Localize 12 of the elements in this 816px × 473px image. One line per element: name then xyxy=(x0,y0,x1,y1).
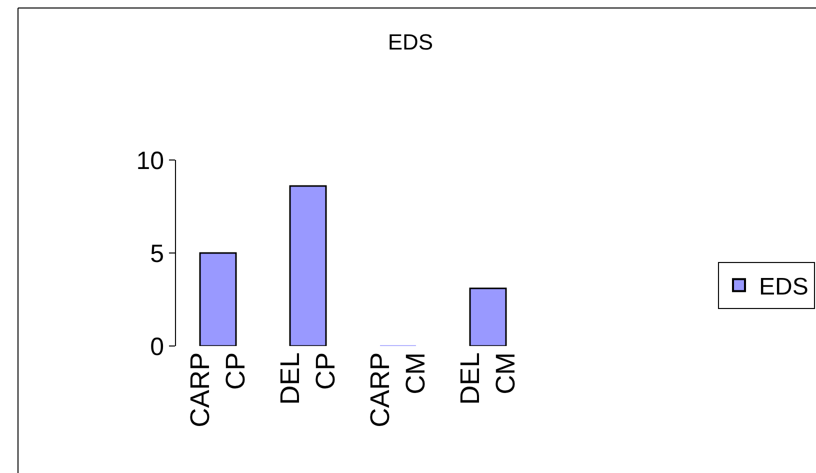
bar xyxy=(469,288,507,346)
y-tick-label: 0 xyxy=(150,332,164,361)
bar xyxy=(289,185,327,346)
chart-title: EDS xyxy=(388,30,434,55)
legend-label: EDS xyxy=(759,273,808,300)
bar xyxy=(199,252,237,346)
y-tick-label: 5 xyxy=(150,240,164,268)
x-tick-label: CARP CM xyxy=(365,352,430,428)
x-tick-label: DEL CM xyxy=(455,352,520,405)
y-tick-label: 10 xyxy=(136,146,164,175)
x-tick-label: DEL CP xyxy=(275,352,340,405)
x-tick-label: CARP CP xyxy=(185,352,250,428)
